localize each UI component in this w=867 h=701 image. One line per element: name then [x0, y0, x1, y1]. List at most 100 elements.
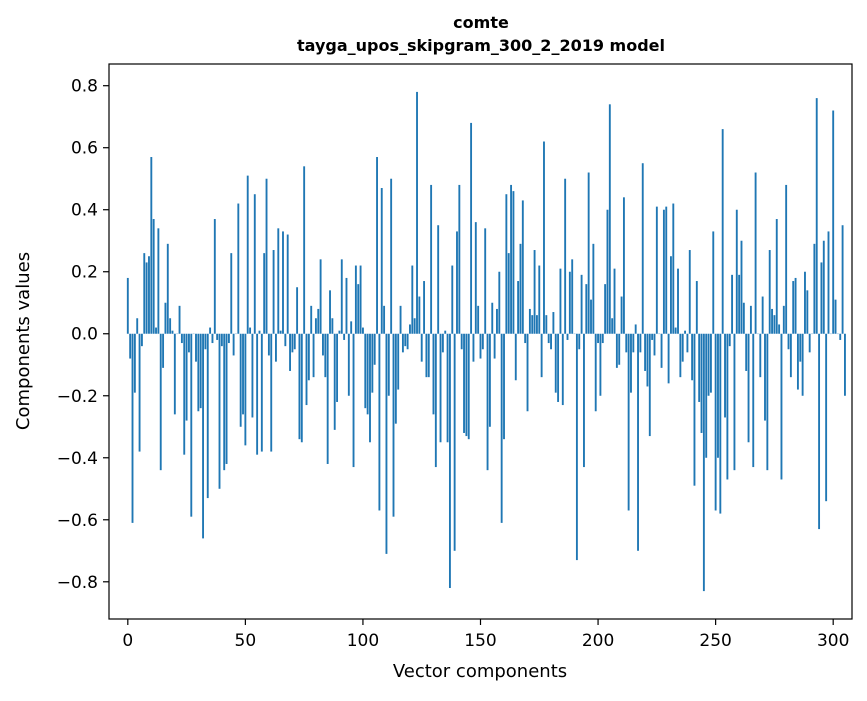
bar [820, 262, 822, 333]
bar [350, 321, 352, 333]
bar [280, 331, 282, 334]
bar [543, 142, 545, 334]
bar [364, 334, 366, 408]
x-tick-label: 100 [347, 631, 379, 651]
bar [482, 334, 484, 350]
bar [691, 334, 693, 381]
bar [675, 328, 677, 334]
bar [465, 334, 467, 436]
bar [703, 334, 705, 591]
bar [517, 281, 519, 334]
bar [223, 334, 225, 470]
bar [651, 334, 653, 340]
bar [654, 334, 656, 356]
bar [656, 207, 658, 334]
bar [150, 157, 152, 334]
bar [788, 334, 790, 350]
bar [268, 334, 270, 356]
bar [736, 210, 738, 334]
bar [188, 334, 190, 353]
bar [397, 334, 399, 390]
bar [423, 281, 425, 334]
bar [277, 228, 279, 333]
bar [195, 334, 197, 362]
bar [381, 188, 383, 334]
bar [237, 204, 239, 334]
bar [505, 194, 507, 334]
bar [449, 334, 451, 588]
bar [792, 281, 794, 334]
bar [247, 176, 249, 334]
bar [477, 306, 479, 334]
bar [802, 334, 804, 396]
bar [828, 231, 830, 333]
x-tick-label: 300 [817, 631, 849, 651]
bar [635, 324, 637, 333]
bar [684, 331, 686, 334]
bar [583, 334, 585, 467]
bar [289, 334, 291, 371]
bar [637, 334, 639, 551]
bar [157, 228, 159, 333]
bar [404, 334, 406, 346]
bar [428, 334, 430, 377]
bar [470, 123, 472, 334]
bar [202, 334, 204, 539]
bar [783, 306, 785, 334]
bar [541, 334, 543, 377]
bar [336, 334, 338, 402]
bar [571, 259, 573, 333]
bar [355, 266, 357, 334]
bar [480, 334, 482, 359]
bar [567, 334, 569, 340]
bar [233, 334, 235, 356]
bar [430, 185, 432, 334]
bar [456, 231, 458, 333]
bar [614, 269, 616, 334]
y-tick-label: 0.2 [71, 263, 98, 283]
bar [270, 334, 272, 452]
bar [338, 331, 340, 334]
bar [750, 306, 752, 334]
bar [186, 334, 188, 421]
bar [303, 166, 305, 333]
bar [524, 334, 526, 343]
bar [310, 306, 312, 334]
bar [435, 334, 437, 467]
bar [160, 334, 162, 470]
bar [701, 334, 703, 433]
bar [204, 334, 206, 350]
bar [322, 334, 324, 356]
y-axis-ticks: −0.8−0.6−0.4−0.20.00.20.40.60.8 [57, 77, 109, 593]
bar [722, 129, 724, 334]
bar [491, 303, 493, 334]
bar [522, 200, 524, 333]
chart-title: comte [453, 13, 509, 32]
bar [527, 334, 529, 412]
bar [207, 334, 209, 498]
bar [647, 334, 649, 387]
bar [327, 334, 329, 464]
bar [496, 309, 498, 334]
bar [261, 334, 263, 452]
bar [484, 228, 486, 333]
bar [378, 334, 380, 511]
bar [677, 269, 679, 334]
bar [708, 334, 710, 396]
bar [296, 287, 298, 334]
bar [585, 284, 587, 334]
x-tick-label: 200 [582, 631, 614, 651]
bar [804, 272, 806, 334]
bar [139, 334, 141, 452]
bar [209, 328, 211, 334]
bar [395, 334, 397, 424]
bar [649, 334, 651, 436]
bar [136, 318, 138, 334]
bar [625, 334, 627, 353]
bar [219, 334, 221, 489]
bar [463, 334, 465, 433]
bar [273, 250, 275, 334]
bar [668, 334, 670, 384]
bar [773, 315, 775, 334]
y-tick-label: −0.6 [57, 511, 98, 531]
